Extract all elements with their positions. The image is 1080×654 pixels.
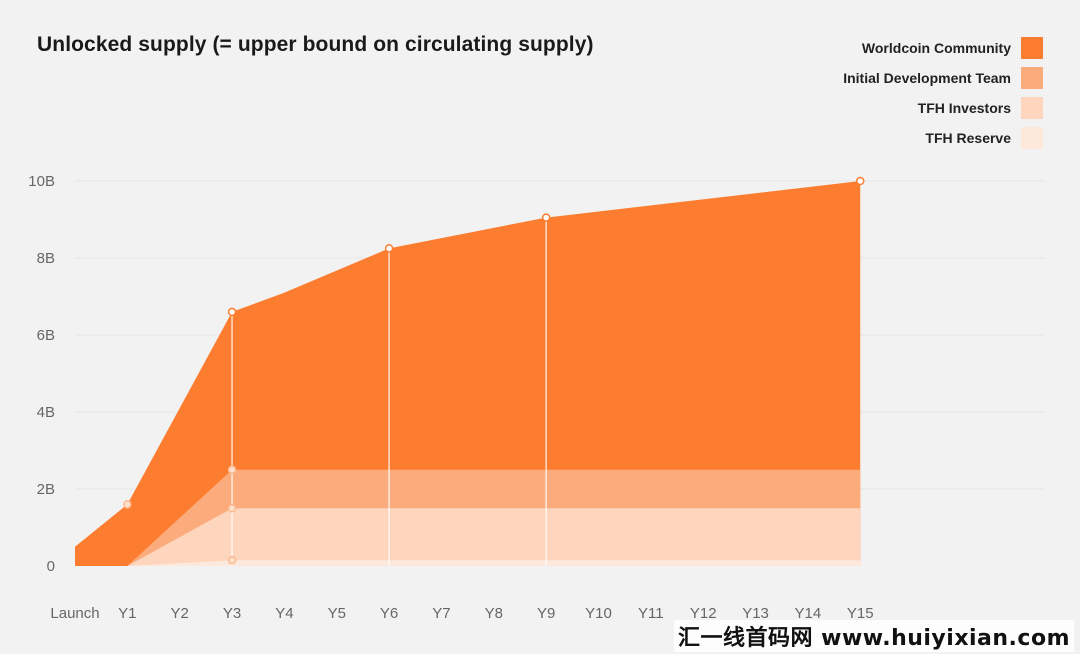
x-axis-ticks: Launch Y1 Y2 Y3 Y4 Y5 Y6 Y7 Y8 Y9 Y10 Y11 Y12 Y13 Y14 Y… (50, 605, 873, 622)
y-tick-label: 4B (37, 404, 55, 421)
data-point-marker (856, 176, 865, 186)
x-tick-label: Y6 (380, 605, 398, 622)
data-point-marker (227, 465, 237, 474)
x-tick-label: Y12 (690, 605, 717, 622)
legend-label: Initial Development Team (843, 70, 1011, 86)
legend-label: TFH Reserve (925, 130, 1011, 146)
legend-item-tfh-reserve: TFH Reserve (925, 127, 1043, 149)
legend: Worldcoin Community Initial Development … (843, 37, 1043, 149)
legend-label: Worldcoin Community (861, 40, 1011, 56)
y-axis-ticks: 0 2B 4B 6B 8B 10B (28, 173, 55, 575)
x-tick-label: Y4 (275, 605, 293, 622)
area-tfh-investors (75, 508, 861, 566)
data-point-marker (227, 307, 237, 317)
x-tick-label: Launch (50, 605, 99, 622)
x-tick-label: Y13 (742, 605, 769, 622)
y-tick-label: 0 (47, 558, 55, 575)
y-tick-label: 8B (37, 250, 55, 267)
x-tick-label: Y9 (537, 605, 555, 622)
x-tick-label: Y11 (638, 605, 664, 622)
legend-item-initial-development-team: Initial Development Team (843, 67, 1043, 89)
watermark: 汇一线首码网 www.huiyixian.com (673, 620, 1074, 652)
data-point-marker (227, 504, 237, 513)
data-point-marker (227, 555, 237, 565)
legend-swatch (1021, 67, 1043, 89)
data-point-marker (541, 213, 551, 222)
y-tick-label: 2B (37, 481, 55, 498)
y-tick-label: 6B (37, 327, 55, 344)
legend-swatch (1021, 37, 1043, 59)
legend-item-tfh-investors: TFH Investors (918, 97, 1043, 119)
data-point-marker (123, 500, 132, 509)
chart-title: Unlocked supply (= upper bound on circul… (37, 33, 594, 56)
area-tfh-reserve (75, 560, 861, 566)
x-tick-label: Y14 (795, 605, 822, 622)
legend-label: TFH Investors (917, 100, 1011, 116)
x-tick-label: Y3 (223, 605, 241, 622)
x-tick-label: Y5 (328, 605, 346, 622)
legend-swatch (1021, 97, 1043, 119)
series-areas (75, 181, 861, 566)
vertical-guides (231, 217, 547, 566)
x-tick-label: Y1 (118, 605, 136, 622)
legend-item-worldcoin-community: Worldcoin Community (862, 37, 1043, 59)
x-tick-label: Y8 (485, 605, 503, 622)
data-markers (123, 176, 865, 565)
x-tick-label: Y2 (171, 605, 189, 622)
x-tick-label: Y15 (847, 605, 874, 622)
x-tick-label: Y10 (585, 605, 612, 622)
y-tick-label: 10B (28, 173, 55, 190)
x-tick-label: Y7 (432, 605, 450, 622)
data-point-marker (384, 244, 394, 253)
legend-swatch (1021, 127, 1043, 149)
